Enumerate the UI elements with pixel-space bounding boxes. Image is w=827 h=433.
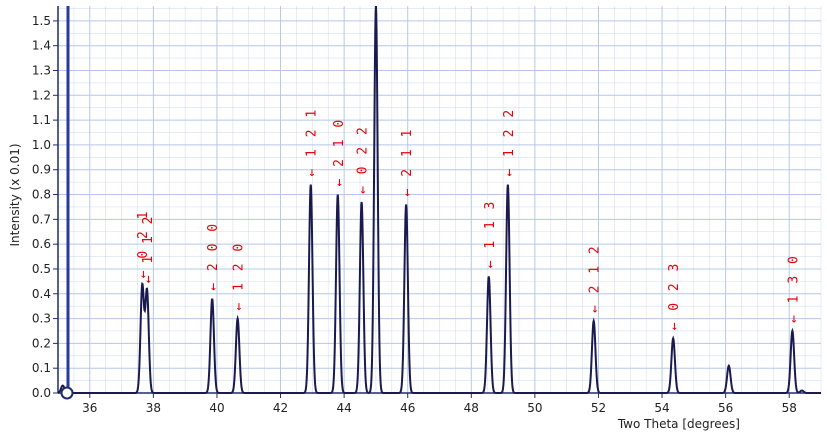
y-tick-label: 0.2 [32,336,51,350]
peak-label: ← 2 1 0 [332,118,347,187]
y-tick-label: 0.5 [32,262,51,276]
y-tick-label: 1.2 [32,88,51,102]
y-tick-label: 0.9 [32,163,51,177]
peak-label: ← 2 1 1 [400,128,415,197]
x-tick-label: 42 [273,401,288,415]
y-tick-label: 1.4 [32,39,51,53]
cursor-handle[interactable] [62,388,73,399]
peak-label: ← 2 0 0 [206,222,221,291]
x-tick-label: 58 [782,401,797,415]
peak-label: ← 0 2 3 [667,262,682,331]
y-tick-label: 0.1 [32,361,51,375]
peak-label: ← 0 2 2 [356,125,371,194]
y-tick-label: 0.0 [32,386,51,400]
x-axis-label: Two Theta [degrees] [617,417,740,431]
peak-label: ← 2 1 2 [588,244,603,313]
peak-label: ← 1 1 2 [141,214,156,283]
y-tick-label: 0.7 [32,212,51,226]
y-tick-label: 1.1 [32,113,51,127]
peak-label: ← 1 2 0 [232,242,247,311]
peak-label: ← 1 3 0 [786,254,801,323]
y-tick-label: 1.3 [32,64,51,78]
y-tick-label: 0.4 [32,287,51,301]
y-tick-label: 1.0 [32,138,51,152]
y-tick-label: 0.6 [32,237,51,251]
x-tick-label: 40 [209,401,224,415]
peak-label: ← 1 1 3 [483,200,498,269]
y-axis-label: Intensity (x 0.01) [8,143,22,246]
x-tick-label: 38 [146,401,161,415]
x-tick-label: 54 [654,401,669,415]
y-tick-label: 0.8 [32,188,51,202]
x-tick-label: 46 [400,401,415,415]
x-tick-label: 56 [718,401,733,415]
x-tick-label: 52 [591,401,606,415]
y-tick-label: 1.5 [32,14,51,28]
x-tick-label: 50 [527,401,542,415]
x-tick-label: 44 [336,401,351,415]
peak-label: ← 1 2 1 [305,108,320,177]
y-tick-label: 0.3 [32,312,51,326]
x-tick-label: 48 [464,401,479,415]
x-tick-label: 36 [82,401,97,415]
peak-label: ← 1 2 2 [502,108,517,177]
